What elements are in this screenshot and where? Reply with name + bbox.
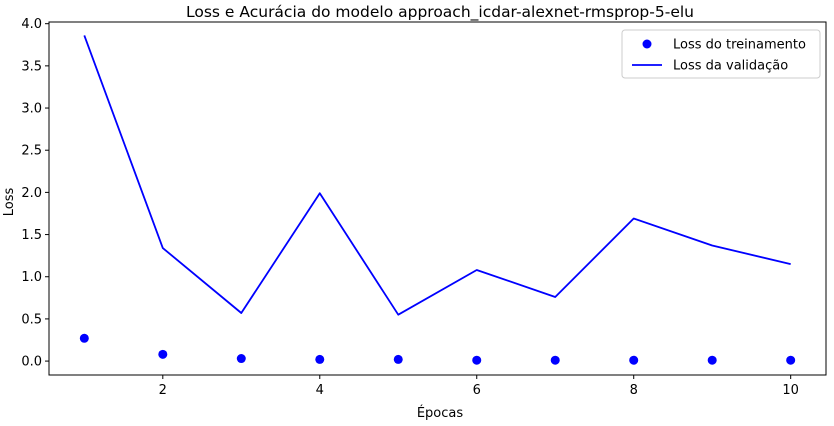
legend-point-marker (642, 39, 652, 49)
y-tick-label: 1.5 (21, 228, 42, 243)
training-loss-point (315, 354, 325, 364)
legend-box (621, 29, 821, 79)
y-axis-label: Loss (2, 188, 17, 217)
legend-label: Loss da validação (673, 59, 788, 74)
x-tick-label: 4 (316, 383, 324, 398)
plot-area: 2 4 6 8 10 0.0 0.5 1.0 1.5 2.0 2.5 3.0 3.5 4.0 (21, 17, 827, 398)
training-loss-point (550, 355, 560, 365)
training-loss-point (158, 349, 168, 359)
x-axis-label: Épocas (417, 405, 464, 421)
legend-label: Loss do treinamento (673, 38, 806, 53)
validation-loss-line (83, 35, 791, 316)
x-tick-label: 8 (630, 383, 638, 398)
training-loss-point (629, 355, 639, 365)
training-loss-point (79, 333, 89, 343)
training-loss-point (707, 355, 717, 365)
y-tick-label: 0.5 (21, 312, 42, 327)
training-loss-point (393, 354, 403, 364)
x-tick-label: 10 (782, 383, 799, 398)
y-tick-label: 0.0 (21, 355, 42, 370)
x-tick-label: 2 (159, 383, 167, 398)
legend: Loss do treinamento Loss da validação (621, 29, 821, 79)
y-tick-label: 3.5 (21, 59, 42, 74)
training-loss-point (236, 354, 246, 364)
chart-title: Loss e Acurácia do modelo approach_icdar… (186, 3, 694, 22)
y-tick-label: 2.0 (21, 186, 42, 201)
y-tick-label: 3.0 (21, 102, 42, 117)
axes-frame (48, 21, 827, 376)
y-tick-label: 1.0 (21, 270, 42, 285)
y-tick-label: 4.0 (21, 17, 42, 32)
x-tick-label: 6 (473, 383, 481, 398)
training-loss-point (472, 355, 482, 365)
y-tick-label: 2.5 (21, 144, 42, 159)
training-loss-point (786, 355, 796, 365)
